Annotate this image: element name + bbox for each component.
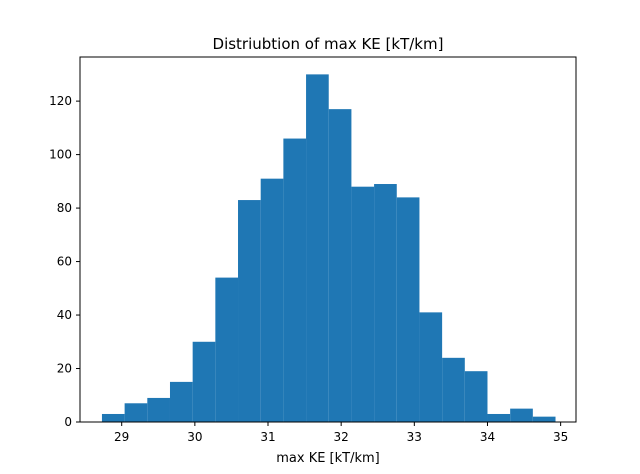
histogram-bar — [238, 200, 261, 422]
histogram-bar — [419, 312, 443, 422]
y-tick-label: 0 — [64, 415, 72, 429]
histogram-bar — [396, 197, 420, 422]
x-tick-label: 32 — [334, 430, 349, 444]
histogram-bar — [374, 184, 397, 422]
x-tick-label: 31 — [260, 430, 275, 444]
y-tick-label: 60 — [57, 255, 72, 269]
x-axis-ticks: 29 30 31 32 33 34 35 — [114, 422, 568, 444]
histogram-bar — [192, 341, 216, 422]
histogram-bar — [283, 138, 307, 423]
histogram-bar — [306, 74, 329, 422]
histogram-bars — [101, 74, 556, 423]
histogram-bar — [260, 178, 284, 422]
y-tick-label: 20 — [57, 362, 72, 376]
y-tick-label: 100 — [49, 148, 72, 162]
histogram-bar — [215, 277, 239, 422]
histogram-bar — [351, 186, 375, 422]
x-tick-label: 30 — [187, 430, 202, 444]
y-tick-label: 80 — [57, 201, 72, 215]
histogram-bar — [147, 397, 170, 422]
y-axis-ticks: 0 20 40 60 80 100 120 — [49, 94, 80, 429]
histogram-bar — [442, 357, 465, 422]
plot-frame — [79, 56, 577, 423]
x-tick-label: 33 — [407, 430, 422, 444]
histogram-bar — [169, 381, 193, 422]
x-axis-label: max KE [kT/km] — [276, 451, 380, 466]
x-tick-label: 35 — [553, 430, 568, 444]
x-tick-label: 34 — [480, 430, 495, 444]
histogram-bar — [101, 413, 125, 422]
histogram-bar — [510, 408, 533, 422]
histogram-bar — [464, 371, 488, 422]
y-tick-label: 40 — [57, 308, 72, 322]
histogram-bar — [487, 413, 511, 422]
x-tick-label: 29 — [114, 430, 129, 444]
histogram-bar — [328, 109, 352, 423]
y-tick-label: 120 — [49, 94, 72, 108]
histogram-bar — [124, 403, 148, 422]
histogram-bar — [532, 416, 556, 422]
chart-title: Distriubtion of max KE [kT/km] — [213, 35, 444, 53]
